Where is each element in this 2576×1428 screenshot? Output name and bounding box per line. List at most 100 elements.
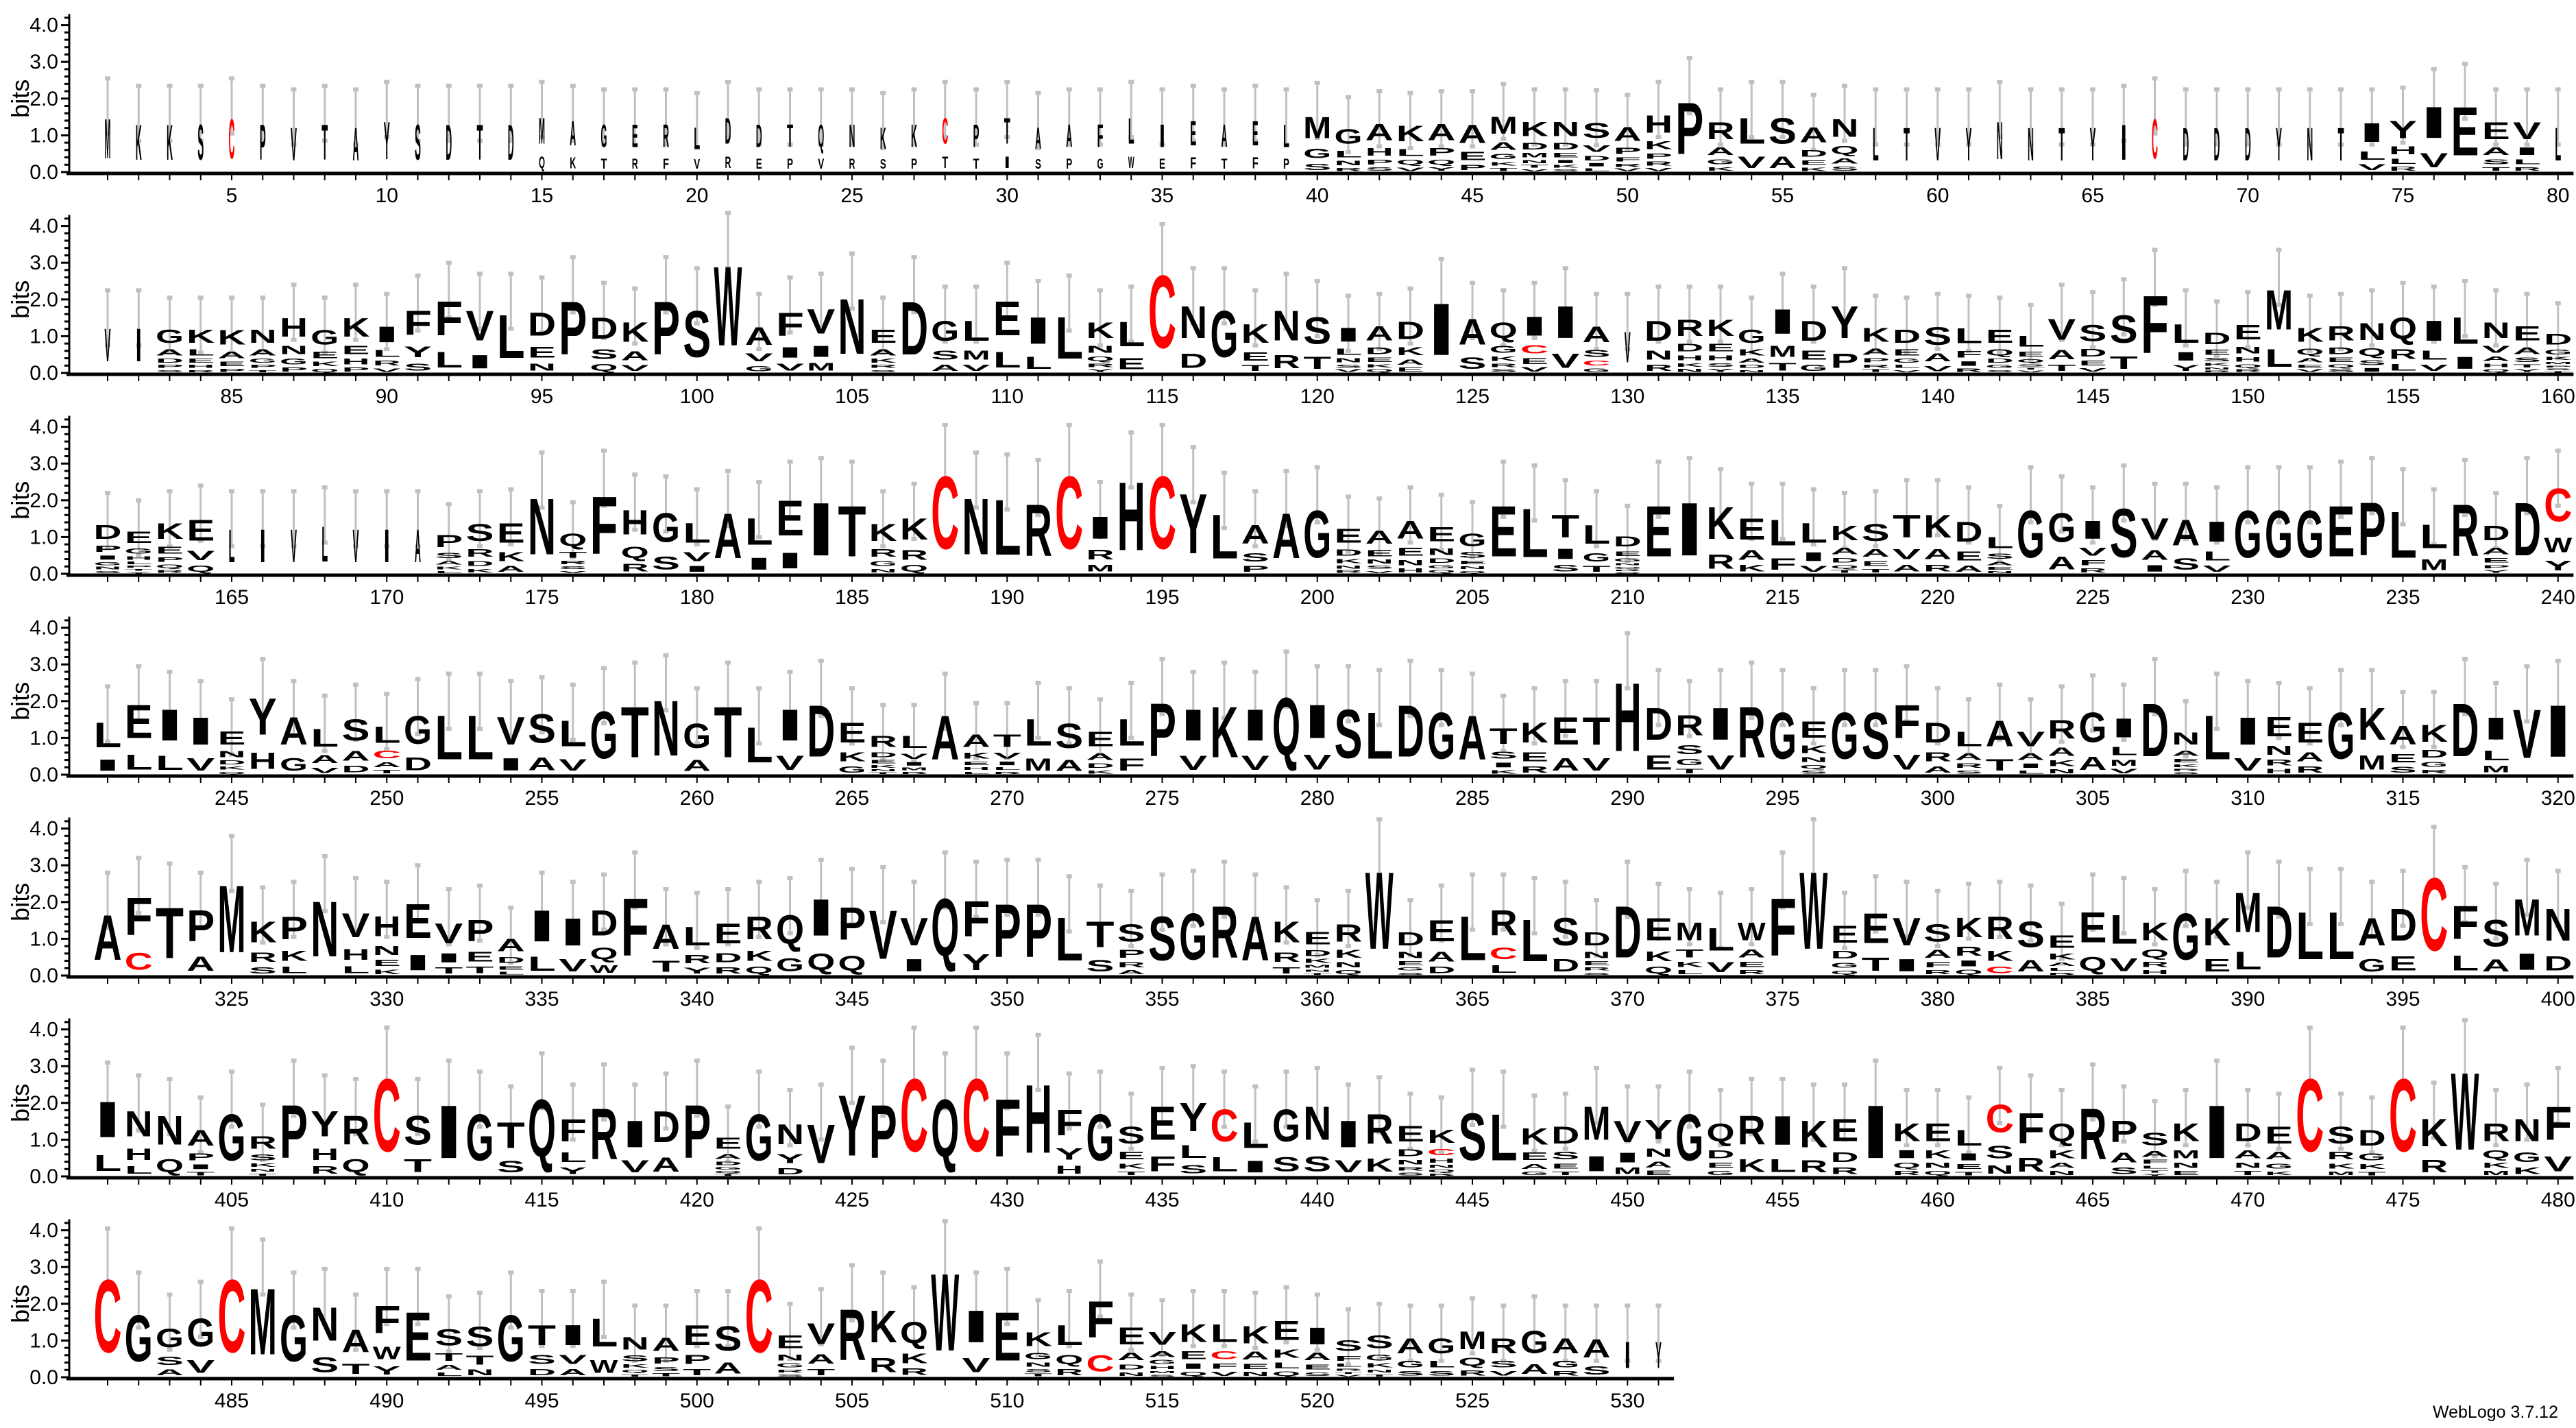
logo-letter: A bbox=[2017, 751, 2045, 762]
logo-letter: V bbox=[105, 319, 111, 372]
x-tick-label: 65 bbox=[2081, 184, 2104, 207]
logo-letter: V bbox=[291, 520, 297, 572]
logo-letter: L bbox=[2110, 745, 2138, 758]
logo-letter: S bbox=[1365, 166, 1394, 171]
error-bar-cap bbox=[136, 84, 142, 88]
logo-letter: K bbox=[435, 566, 463, 570]
logo-letter: H bbox=[249, 748, 277, 774]
logo-letter: L bbox=[745, 717, 773, 773]
logo-letter: M bbox=[1614, 1166, 1642, 1176]
logo-letter: F bbox=[663, 156, 669, 172]
logo-letter: D bbox=[156, 358, 184, 364]
logo-letter: E bbox=[1831, 1113, 1859, 1148]
error-bar-cap bbox=[1842, 138, 1847, 143]
logo-letter: N bbox=[249, 1168, 277, 1172]
logo-letter: T bbox=[466, 1353, 494, 1368]
error-bar-cap bbox=[1252, 138, 1259, 143]
logo-letter: V bbox=[2420, 149, 2448, 172]
logo-letter: N bbox=[2172, 1161, 2200, 1170]
logo-letter: N bbox=[849, 118, 855, 154]
logo-letter: V bbox=[1335, 369, 1363, 373]
logo-letter: I bbox=[2121, 114, 2127, 171]
logo-letter: Y bbox=[384, 111, 390, 171]
logo-letter: S bbox=[528, 1353, 556, 1367]
logo-letter: P bbox=[1459, 163, 1487, 172]
logo-letter: L bbox=[435, 570, 463, 574]
logo-letter: S bbox=[1427, 1370, 1455, 1377]
logo-letter: K bbox=[621, 1363, 649, 1369]
logo-letter: G bbox=[1211, 298, 1239, 372]
logo-letter: K bbox=[1179, 1319, 1207, 1348]
logo-letter: C bbox=[94, 1259, 122, 1375]
logo-letter: L bbox=[466, 703, 494, 773]
logo-letter: T bbox=[1769, 361, 1797, 372]
logo-letter: H bbox=[311, 1146, 339, 1163]
logo-letter: L bbox=[1955, 324, 1983, 348]
logo-letter: E bbox=[2296, 364, 2324, 369]
logo-letter: V bbox=[435, 917, 463, 949]
logo-letter: I bbox=[2358, 118, 2386, 148]
y-tick-label: 1.0 bbox=[29, 325, 58, 348]
error-bar-cap bbox=[1159, 87, 1165, 92]
logo-letter: P bbox=[2482, 564, 2510, 570]
logo-letter: C bbox=[1583, 359, 1611, 367]
logo-letter: I bbox=[94, 554, 122, 561]
logo-letter: N bbox=[2358, 318, 2386, 345]
logo-letter: H bbox=[342, 357, 370, 366]
error-bar-cap bbox=[1625, 93, 1631, 97]
logo-letter: G bbox=[2327, 699, 2355, 773]
logo-letter: T bbox=[2544, 371, 2572, 373]
logo-letter: D bbox=[2451, 688, 2479, 773]
logo-letter: E bbox=[1893, 348, 1921, 357]
error-bar-cap bbox=[973, 87, 979, 92]
logo-letter: A bbox=[745, 322, 773, 350]
logo-letter: G bbox=[186, 1310, 215, 1355]
logo-letter: I bbox=[1004, 153, 1010, 171]
logo-letter: V bbox=[1614, 168, 1642, 172]
logo-letter: K bbox=[1520, 1124, 1548, 1150]
logo-letter: T bbox=[1490, 724, 1518, 749]
logo-letter: V bbox=[1583, 143, 1611, 154]
logo-letter: K bbox=[1893, 1118, 1921, 1147]
logo-letter: V bbox=[559, 956, 587, 976]
error-bar-cap bbox=[353, 87, 359, 92]
error-bar-cap bbox=[1190, 138, 1196, 143]
logo-letter: G bbox=[1396, 967, 1424, 971]
logo-letter: R bbox=[1551, 1370, 1579, 1377]
logo-letter: D bbox=[1427, 965, 1455, 976]
logo-letter: G bbox=[280, 1302, 308, 1376]
logo-letter: V bbox=[186, 1357, 215, 1377]
logo-letter: R bbox=[900, 771, 928, 775]
logo-letter: R bbox=[2327, 322, 2355, 346]
logo-letter: F bbox=[1769, 555, 1797, 573]
logo-letter: Q bbox=[1799, 764, 1827, 769]
logo-letter: V bbox=[807, 1113, 835, 1175]
logo-letter: L bbox=[1986, 534, 2014, 552]
logo-letter: A bbox=[1459, 119, 1487, 149]
logo-letter: S bbox=[652, 553, 680, 573]
logo-letter: D bbox=[1644, 699, 1673, 750]
logo-letter: I bbox=[683, 564, 711, 574]
logo-letter: D bbox=[714, 951, 742, 965]
logo-letter: R bbox=[2482, 1118, 2510, 1147]
error-bar-cap bbox=[973, 142, 979, 147]
logo-letter: D bbox=[94, 521, 122, 543]
error-bar-cap bbox=[1810, 93, 1816, 97]
logo-letter: N bbox=[466, 1368, 494, 1377]
logo-letter: V bbox=[497, 710, 525, 753]
logo-letter: W bbox=[373, 1343, 401, 1363]
logo-letter: E bbox=[2172, 758, 2200, 763]
logo-letter: D bbox=[2513, 487, 2541, 572]
logo-letter: I bbox=[2234, 710, 2262, 753]
logo-letter: G bbox=[1831, 699, 1859, 773]
logo-letter: D bbox=[2327, 346, 2355, 356]
logo-letter: E bbox=[1241, 1362, 1269, 1370]
logo-letter: W bbox=[931, 1251, 959, 1375]
logo-letter: N bbox=[156, 1108, 184, 1154]
logo-letter: I bbox=[2544, 690, 2572, 773]
logo-letter: V bbox=[1707, 751, 1735, 775]
error-bar-cap bbox=[1842, 84, 1847, 88]
logo-letter: D bbox=[446, 114, 452, 171]
logo-letter: I bbox=[136, 319, 142, 372]
